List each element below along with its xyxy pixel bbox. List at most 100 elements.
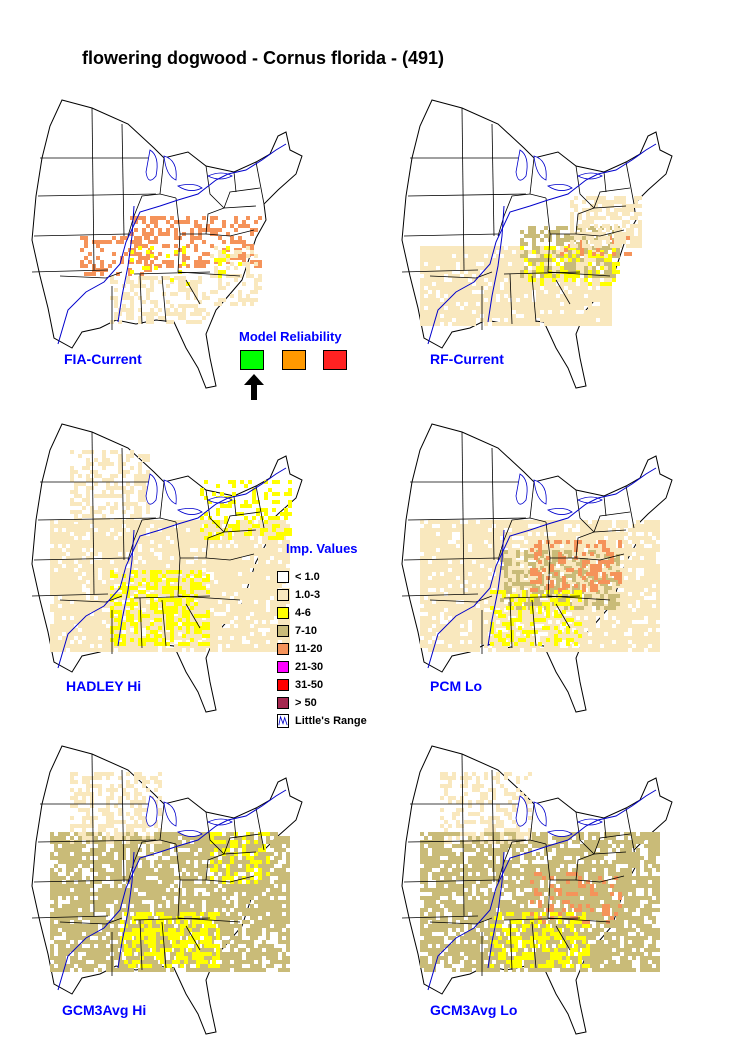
state-boundary — [575, 165, 595, 209]
state-boundary — [550, 205, 627, 235]
state-boundary — [555, 279, 571, 305]
state-boundary — [429, 271, 493, 279]
map-label-gcm3avg-hi: GCM3Avg Hi — [62, 1002, 147, 1018]
state-boundary — [59, 917, 123, 925]
legend-item: 1.0-3 — [277, 586, 320, 603]
state-boundary — [159, 481, 165, 519]
littles-range-line — [487, 851, 505, 969]
lake — [145, 149, 158, 181]
state-boundary — [127, 517, 177, 561]
legend-item: 11-20 — [277, 640, 323, 657]
legend-swatch — [277, 642, 289, 655]
legend-swatch — [277, 606, 289, 619]
lake — [533, 155, 547, 181]
state-boundary — [33, 233, 129, 237]
state-boundary — [33, 557, 129, 561]
lake — [547, 184, 573, 191]
state-boundary — [555, 925, 571, 951]
map-panel-rf-current: RF-Current — [380, 96, 710, 396]
state-boundary — [407, 839, 527, 843]
importance-cells — [50, 450, 292, 652]
us-map-fia-current — [31, 99, 303, 389]
map-label-pcm-lo: PCM Lo — [430, 678, 483, 694]
state-boundary — [121, 447, 125, 561]
us-map-rf-current — [401, 99, 673, 389]
state-boundary — [180, 205, 257, 235]
lake — [145, 473, 158, 505]
legend-label: 1.0-3 — [295, 588, 321, 601]
legend-item: > 50 — [277, 694, 317, 711]
legend-item: 21-30 — [277, 658, 323, 675]
state-boundary — [407, 193, 527, 197]
up-arrow-icon — [244, 374, 264, 400]
littles-range-line — [427, 143, 657, 345]
state-boundary — [575, 875, 625, 883]
legend-label: 11-20 — [295, 642, 323, 655]
map-label-fia-current: FIA-Current — [64, 351, 142, 367]
us-map-hadley-hi — [31, 423, 303, 713]
reliability-swatch-low — [323, 350, 347, 370]
legend-label: Little's Range — [295, 714, 367, 727]
legend-swatch — [277, 696, 289, 709]
legend-label: 21-30 — [295, 660, 324, 673]
state-boundary — [531, 275, 537, 323]
littles-range-line — [487, 529, 505, 647]
state-boundary — [133, 595, 211, 599]
state-boundary — [509, 273, 513, 325]
legend-label: 31-50 — [295, 678, 324, 691]
state-boundary — [37, 193, 157, 197]
state-boundary — [159, 803, 165, 841]
state-boundary — [139, 919, 143, 971]
state-boundary — [575, 553, 625, 561]
state-boundary — [121, 769, 125, 883]
map-panel-gcm3avg-hi: GCM3Avg Hi — [10, 742, 340, 1042]
state-boundary — [529, 481, 535, 519]
legend-label: < 1.0 — [295, 570, 320, 583]
state-boundary — [531, 921, 537, 969]
state-boundary — [139, 273, 143, 325]
legend-item: 31-50 — [277, 676, 323, 693]
state-boundary — [575, 229, 625, 237]
legend-swatch — [277, 570, 289, 583]
lake — [547, 508, 573, 515]
legend-label: 7-10 — [295, 624, 318, 637]
legend-item-littles-range: Little's Range — [277, 712, 367, 729]
legend-item: 7-10 — [277, 622, 317, 639]
lake — [533, 479, 547, 505]
state-boundary — [625, 485, 635, 529]
state-boundary — [491, 123, 495, 237]
state-boundary — [503, 595, 581, 599]
state-boundary — [233, 495, 237, 517]
lake — [177, 830, 203, 837]
state-boundary — [127, 193, 177, 237]
us-map-gcm3avg-lo — [401, 745, 673, 1035]
state-boundary — [121, 123, 125, 237]
state-boundary — [223, 187, 261, 209]
state-boundary — [139, 597, 143, 649]
state-boundary — [429, 917, 493, 925]
state-boundary — [37, 517, 157, 521]
state-boundary — [550, 529, 627, 559]
lake — [515, 149, 528, 181]
state-boundary — [205, 553, 255, 561]
lake — [515, 473, 528, 505]
state-boundary — [205, 229, 255, 237]
lake — [533, 801, 547, 827]
state-boundary — [491, 447, 495, 561]
map-panel-fia-current: FIA-Current — [10, 96, 340, 396]
map-label-hadley-hi: HADLEY Hi — [66, 678, 142, 694]
state-boundary — [603, 817, 607, 839]
map-label-rf-current: RF-Current — [430, 351, 504, 367]
state-boundary — [593, 187, 631, 209]
lake — [163, 801, 177, 827]
littles-range-line — [117, 205, 135, 323]
state-boundary — [593, 833, 631, 855]
importance-cells — [50, 772, 290, 972]
state-boundary — [223, 833, 261, 855]
state-boundary — [407, 517, 527, 521]
state-boundary — [233, 817, 237, 839]
legend-label: > 50 — [295, 696, 317, 709]
state-boundary — [91, 753, 95, 917]
page-title: flowering dogwood - Cornus florida - (49… — [82, 48, 444, 68]
state-boundary — [59, 595, 123, 603]
